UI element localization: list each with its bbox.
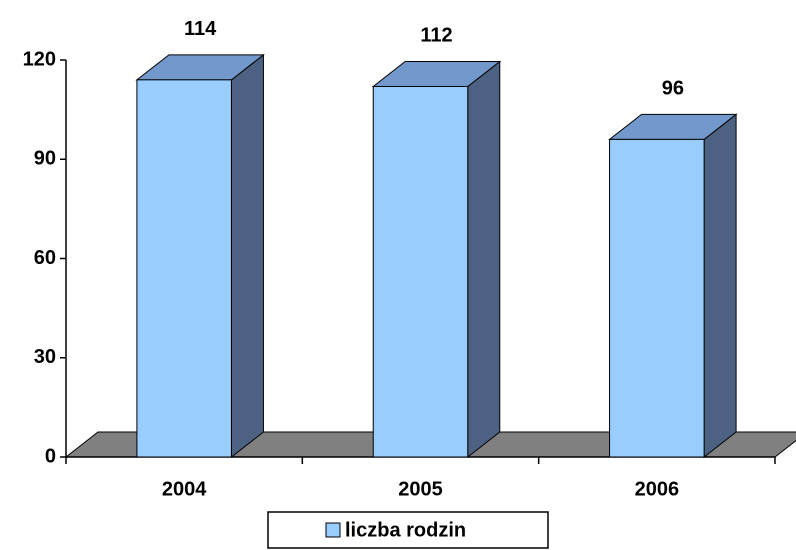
bar: [609, 138, 705, 458]
data-label: 112: [420, 25, 452, 47]
x-tick-label: 2005: [398, 478, 443, 500]
bar-side: [230, 53, 264, 459]
y-tick-label: 90: [34, 148, 56, 170]
y-tick-label: 0: [45, 445, 56, 467]
legend-label: liczba rodzin: [345, 519, 466, 541]
bar: [372, 85, 469, 458]
bar-side: [703, 113, 737, 459]
data-label: 96: [662, 78, 684, 100]
y-tick-label: 60: [34, 247, 56, 269]
data-label: 114: [184, 18, 217, 40]
y-tick-label: 30: [34, 346, 56, 368]
x-tick-label: 2006: [635, 478, 680, 500]
legend-swatch: [325, 522, 341, 538]
y-tick-label: 120: [23, 48, 56, 70]
bar-side: [467, 60, 501, 459]
legend-box: [267, 511, 549, 549]
bar: [136, 79, 232, 458]
x-tick-label: 2004: [162, 478, 207, 500]
